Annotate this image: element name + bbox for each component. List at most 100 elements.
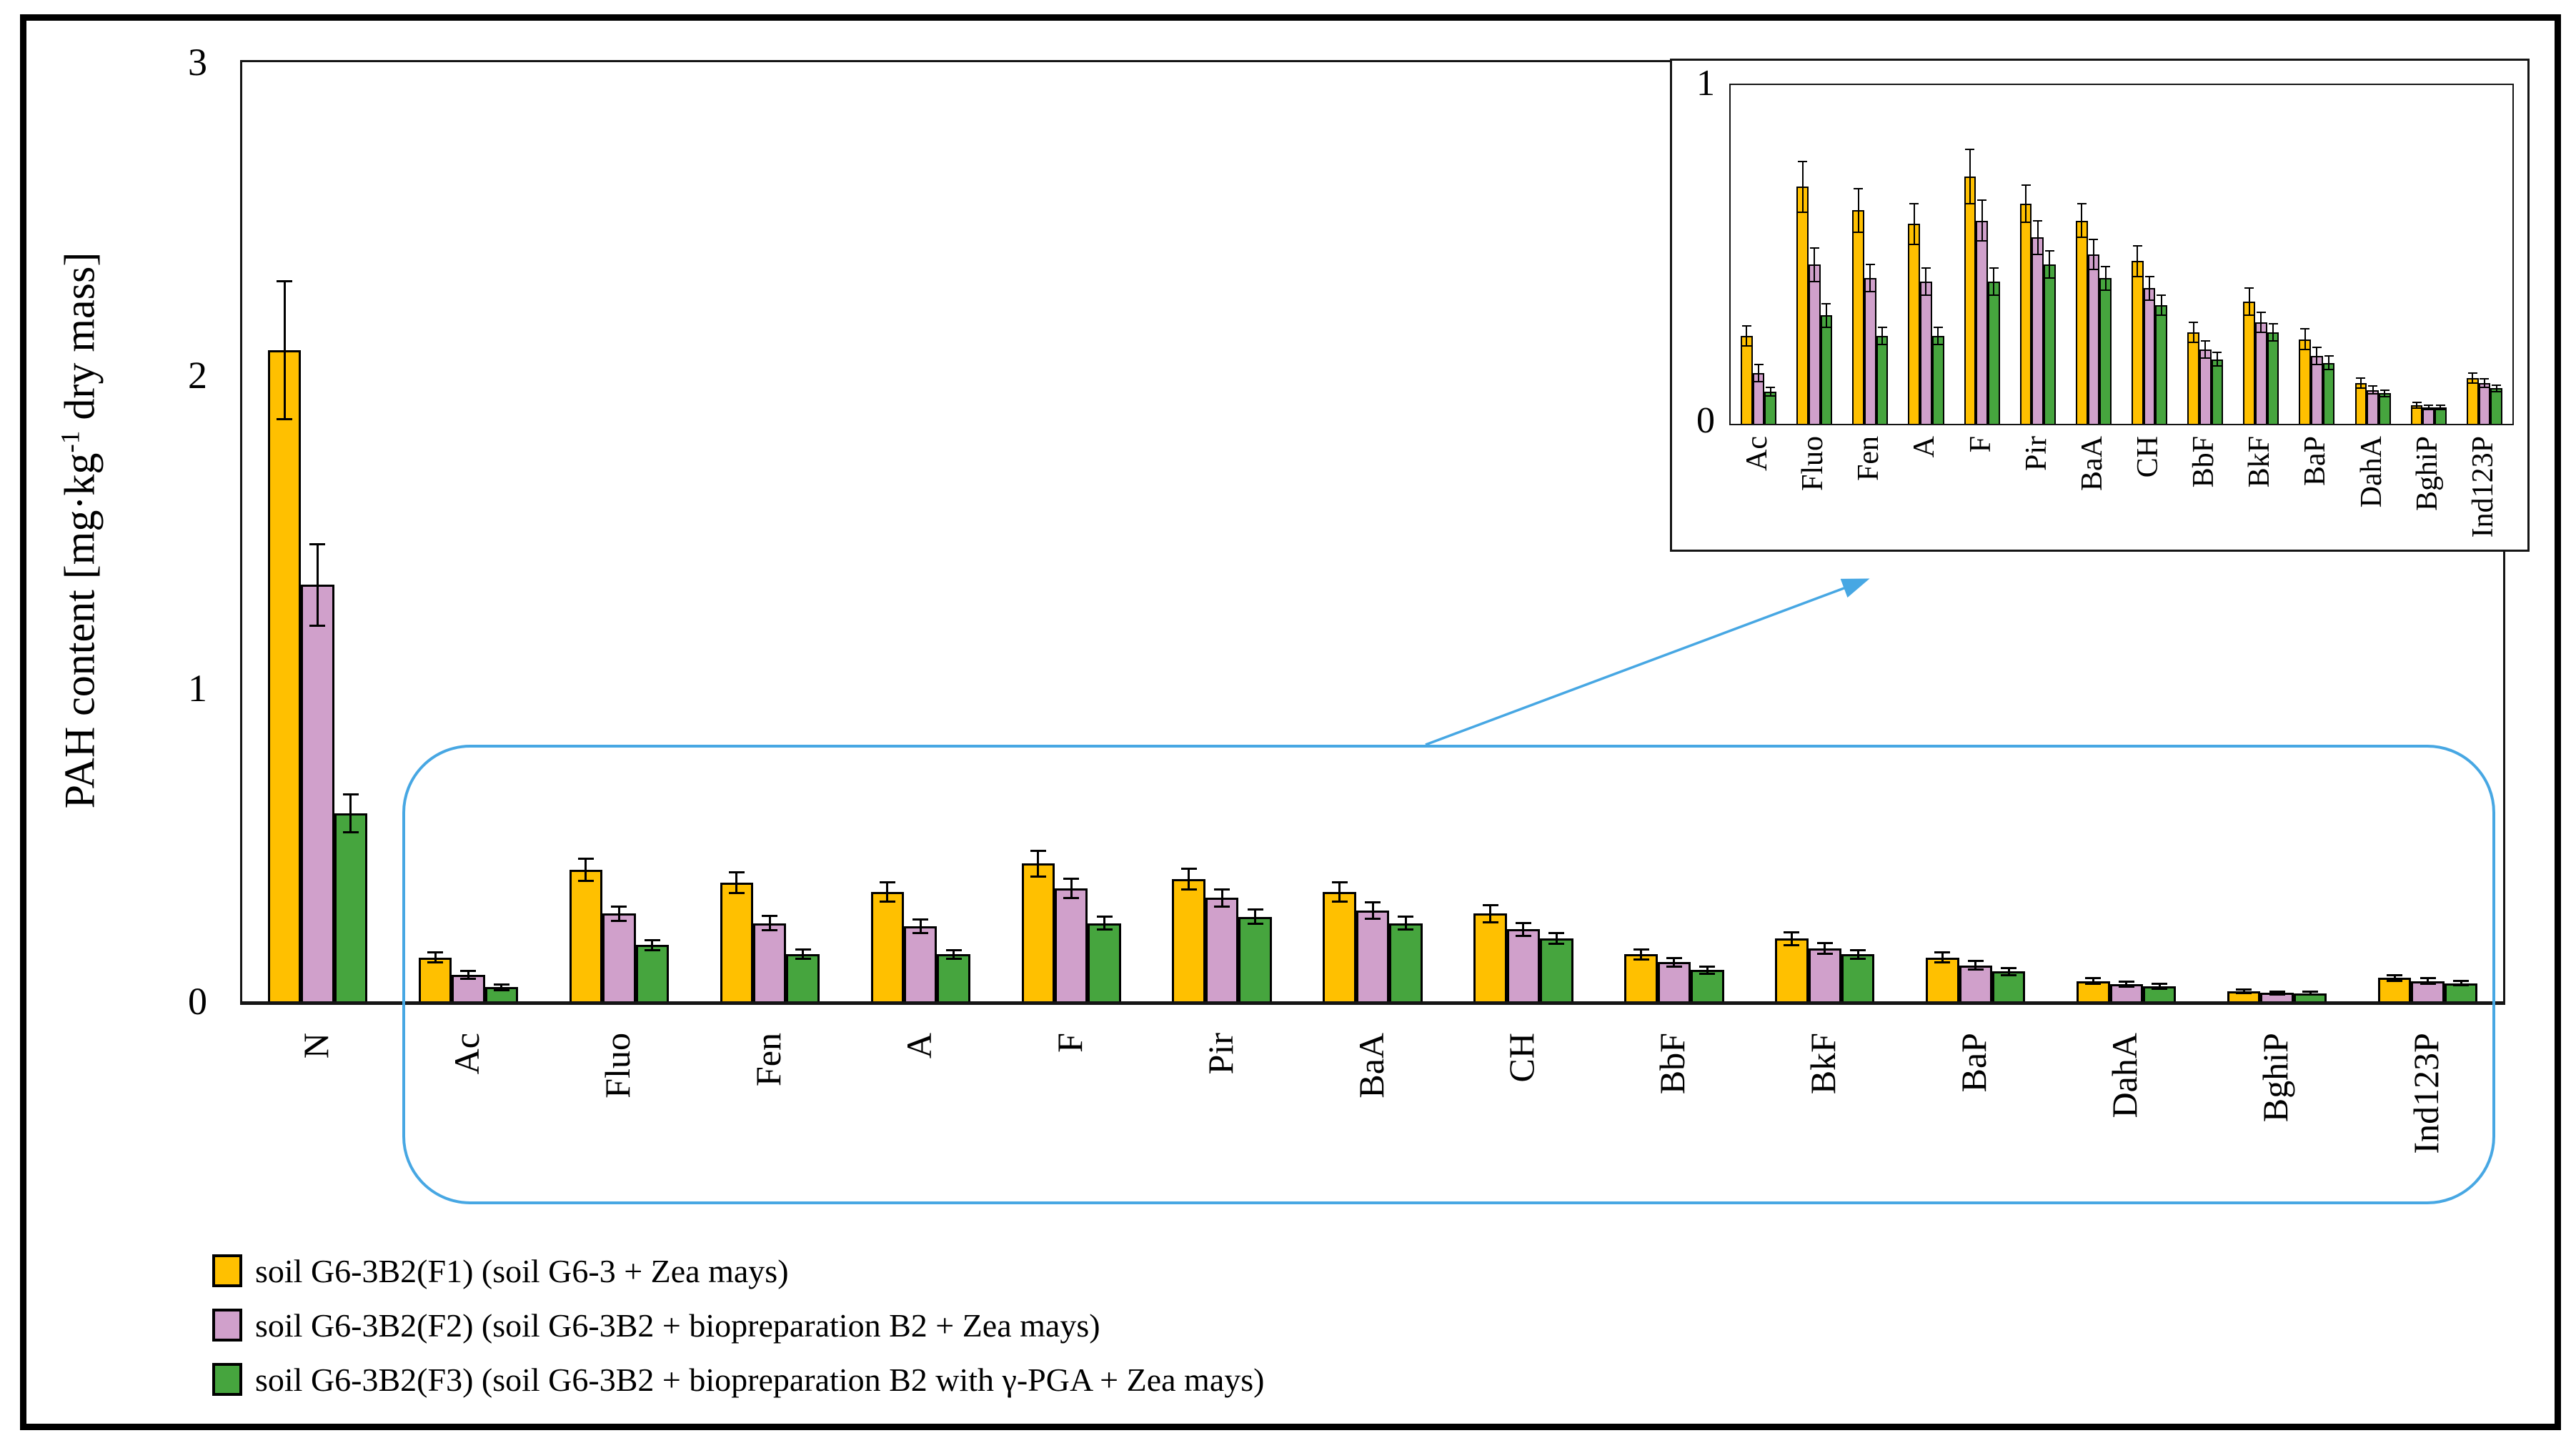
bar-group-F — [1954, 85, 2010, 424]
bar-group-BaA — [2066, 85, 2122, 424]
bar-A-series2 — [1920, 267, 1932, 424]
error-bar-cap-bottom — [2269, 993, 2285, 996]
error-bar-cap-top — [493, 983, 509, 986]
error-bar-cap-top — [2467, 372, 2477, 374]
legend-swatch-f1 — [212, 1254, 242, 1287]
bar-CH-series2 — [2143, 275, 2156, 424]
bar-Fen-series1 — [1852, 187, 1865, 424]
bar-cluster — [2299, 328, 2335, 424]
callout-rounded-rect — [402, 745, 2495, 1204]
error-bar-cap-top — [1921, 267, 1931, 269]
error-bar-line — [1925, 267, 1927, 295]
bar-cluster — [1852, 187, 1889, 424]
bar-BghiP-series2 — [2422, 405, 2435, 424]
error-bar-cap-bottom — [1214, 905, 1230, 908]
bar-cluster — [2132, 245, 2168, 424]
error-bar-line — [2216, 352, 2218, 367]
bar-cluster — [2410, 402, 2447, 424]
error-bar-line — [2192, 322, 2194, 343]
bar-cluster — [1964, 149, 2000, 424]
error-bar-cap-bottom — [1877, 343, 1887, 345]
error-bar-cap-bottom — [1934, 961, 1951, 964]
y-tick-3: 3 — [188, 41, 207, 84]
error-bar-cap-bottom — [1816, 952, 1833, 955]
error-bar-cap-top — [1821, 302, 1831, 304]
bar-group-DahA — [2051, 62, 2202, 1001]
bar-group-Fluo — [544, 62, 695, 1001]
x-label-Fen: Fen — [747, 1033, 788, 1086]
error-bar-cap-bottom — [1331, 900, 1348, 903]
error-bar-line — [1993, 267, 1995, 295]
error-bar-cap-bottom — [2089, 269, 2099, 271]
bar-group-DahA — [2345, 85, 2401, 424]
error-bar-line — [349, 794, 352, 833]
bar-group-BaP — [1900, 62, 2051, 1001]
bar-BkF-series1 — [1775, 931, 1809, 1001]
bar-A-series1 — [1908, 202, 1921, 424]
error-bar-cap-bottom — [2085, 983, 2102, 986]
bar-Fen-series2 — [753, 914, 787, 1001]
error-bar-cap-bottom — [1977, 240, 1987, 242]
error-bar-cap-bottom — [1784, 944, 1800, 947]
bar-group-BkF — [2233, 85, 2289, 424]
bar-cluster — [1021, 849, 1121, 1001]
error-bar-cap-bottom — [2467, 382, 2477, 385]
bar-BghiP-series3 — [2293, 991, 2327, 1001]
bar-cluster — [267, 279, 368, 1001]
error-bar-cap-top — [1214, 888, 1230, 891]
error-bar-cap-top — [2152, 983, 2168, 986]
x-label-BbF: BbF — [1652, 1033, 1693, 1095]
bar-BkF-series2 — [2255, 311, 2267, 424]
error-bar-cap-top — [1482, 904, 1498, 906]
error-bar-line — [2204, 340, 2207, 358]
x-label-BaA: BaA — [1351, 1033, 1391, 1099]
error-bar-cap-top — [2077, 202, 2087, 204]
bar-cluster — [720, 871, 820, 1001]
error-bar-cap-top — [2144, 275, 2154, 277]
error-bar-line — [2316, 347, 2318, 365]
bar-cluster — [1741, 324, 1777, 424]
bar-BghiP-series1 — [2227, 988, 2261, 1001]
error-bar-cap-bottom — [2256, 332, 2266, 334]
bar-DahA-series2 — [2109, 980, 2143, 1001]
error-bar-line — [2393, 975, 2396, 981]
bar-Fluo-series3 — [1820, 302, 1833, 424]
error-bar-line — [1254, 910, 1256, 924]
error-bar-line — [2260, 312, 2262, 333]
error-bar-cap-bottom — [2244, 314, 2254, 317]
bar-BkF-series2 — [1808, 941, 1842, 1001]
error-bar-line — [2158, 984, 2161, 988]
error-bar-line — [1981, 200, 1983, 242]
bar-cluster — [870, 881, 970, 1001]
bar-cluster — [1908, 202, 1944, 424]
error-bar-line — [1706, 966, 1709, 973]
error-bar-cap-top — [1699, 965, 1716, 968]
error-bar-cap-bottom — [1909, 243, 1919, 245]
error-bar-line — [2495, 385, 2497, 392]
bar-Fen-series1 — [720, 871, 754, 1001]
y-tick-1: 1 — [188, 667, 207, 710]
error-bar-line — [1103, 916, 1106, 930]
error-bar-line — [467, 971, 469, 979]
bar-cluster — [2019, 184, 2056, 424]
error-bar-line — [1814, 247, 1816, 282]
error-bar-line — [1801, 161, 1804, 212]
bar-Pir-series2 — [1205, 888, 1239, 1001]
bar-A-series3 — [1931, 326, 1944, 424]
bar-Ind123P-series2 — [2411, 977, 2445, 1001]
bar-group-N — [242, 62, 393, 1001]
error-bar-line — [802, 950, 805, 959]
error-bar-cap-top — [879, 881, 895, 883]
error-bar-cap-bottom — [1933, 343, 1943, 345]
bar-Fen-series2 — [1864, 264, 1876, 424]
error-bar-cap-bottom — [2300, 348, 2310, 350]
error-bar-cap-top — [2387, 973, 2403, 976]
error-bar-cap-top — [644, 938, 660, 941]
bar-Pir-series1 — [2019, 184, 2032, 424]
error-bar-line — [2460, 981, 2462, 986]
error-bar-cap-bottom — [427, 961, 443, 964]
error-bar-cap-bottom — [879, 900, 895, 903]
error-bar-cap-bottom — [2212, 365, 2222, 367]
x-label-A: A — [1908, 436, 1941, 458]
error-bar-cap-top — [2480, 378, 2490, 380]
